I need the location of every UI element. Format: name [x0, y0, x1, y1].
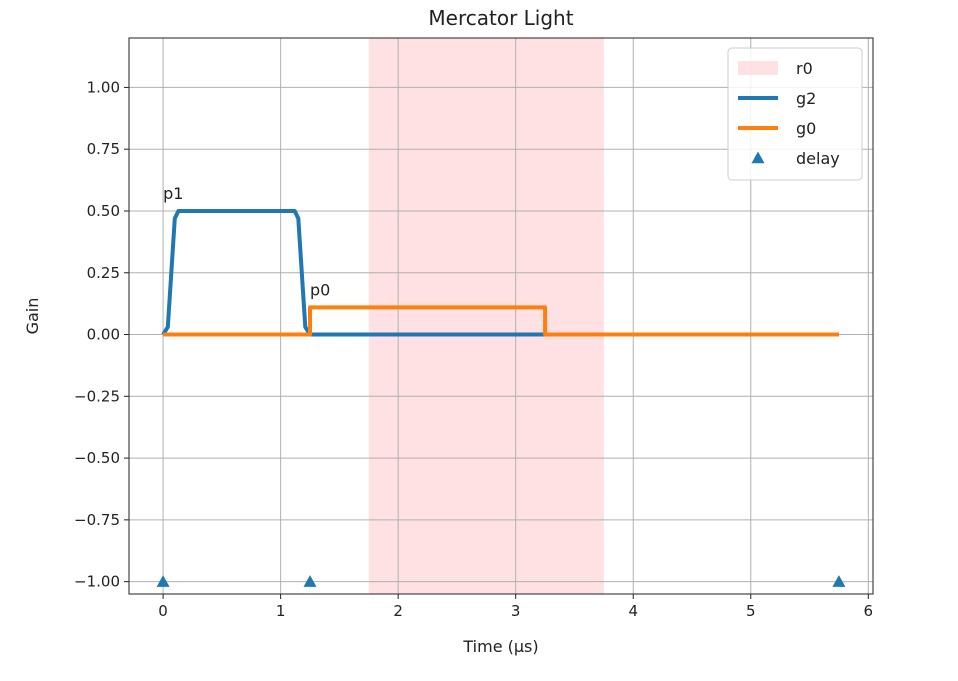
series-g0-line	[163, 305, 839, 337]
x-tick-label: 2	[393, 602, 403, 620]
x-axis-label: Time (µs)	[462, 637, 538, 656]
delay-marker	[832, 575, 846, 587]
grid-layer	[129, 38, 873, 594]
y-tick-label: −0.75	[74, 511, 120, 529]
annotations-layer: p1 p0	[163, 184, 330, 299]
annotation-p1: p1	[163, 184, 183, 203]
series-layer	[161, 209, 839, 337]
x-axis-ticks: 0 1 2 3 4 5 6	[158, 594, 873, 620]
legend-label-r0: r0	[796, 59, 813, 78]
legend-label-g2: g2	[796, 89, 816, 108]
plot-frame	[128, 37, 874, 595]
annotation-p0: p0	[310, 280, 330, 299]
x-tick-label: 4	[628, 602, 638, 620]
y-tick-label: 0.25	[87, 264, 120, 282]
markers-layer	[156, 575, 846, 587]
legend-swatch-r0	[738, 61, 778, 75]
delay-marker	[303, 575, 317, 587]
x-tick-label: 0	[158, 602, 168, 620]
legend: r0 g2 g0 delay	[727, 47, 863, 181]
x-tick-label: 6	[864, 602, 874, 620]
legend-label-g0: g0	[796, 119, 816, 138]
legend-box	[727, 47, 863, 181]
regions-layer	[368, 38, 604, 594]
x-tick-label: 3	[511, 602, 521, 620]
y-tick-label: −0.50	[74, 449, 120, 467]
y-tick-label: −0.25	[74, 387, 120, 405]
y-tick-label: −1.00	[74, 573, 120, 591]
delay-marker	[156, 575, 170, 587]
x-tick-label: 1	[276, 602, 286, 620]
x-tick-label: 5	[746, 602, 756, 620]
legend-label-delay: delay	[796, 149, 840, 168]
chart-title: Mercator Light	[428, 6, 573, 30]
legend-swatch-delay	[751, 151, 765, 164]
region-r0	[368, 38, 604, 594]
series-g2-line	[161, 209, 839, 337]
y-axis-label: Gain	[23, 298, 42, 335]
y-tick-label: 0.00	[87, 326, 120, 344]
y-axis-ticks: −1.00 −0.75 −0.50 −0.25 0.00 0.25 0.50 0.75 1.00	[74, 78, 129, 591]
y-tick-label: 0.75	[87, 140, 120, 158]
y-tick-label: 0.50	[87, 202, 120, 220]
y-tick-label: 1.00	[87, 78, 120, 96]
